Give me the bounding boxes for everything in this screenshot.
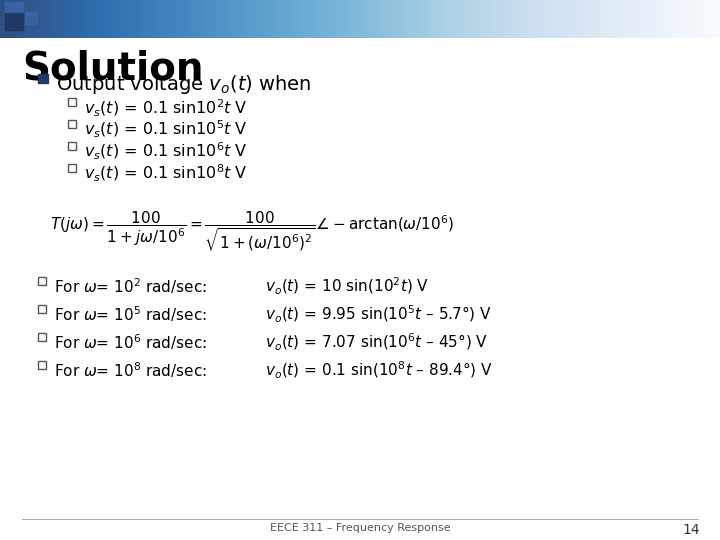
Text: For $\omega$= 10$^2$ rad/sec:: For $\omega$= 10$^2$ rad/sec: <box>54 276 207 296</box>
Bar <box>68 98 76 106</box>
Text: $v_o(t)$ = 0.1 sin(10$^8$$t$ – 89.4°) V: $v_o(t)$ = 0.1 sin(10$^8$$t$ – 89.4°) V <box>265 360 493 381</box>
Bar <box>38 361 46 369</box>
Text: $v_s(t)$ = 0.1 sin10$^8$$t$ V: $v_s(t)$ = 0.1 sin10$^8$$t$ V <box>84 163 248 184</box>
Text: Solution: Solution <box>22 50 204 87</box>
Text: $v_s(t)$ = 0.1 sin10$^2$$t$ V: $v_s(t)$ = 0.1 sin10$^2$$t$ V <box>84 97 248 118</box>
Text: For $\omega$= 10$^5$ rad/sec:: For $\omega$= 10$^5$ rad/sec: <box>54 304 207 324</box>
Bar <box>68 164 76 172</box>
Bar <box>68 120 76 128</box>
Bar <box>38 73 48 84</box>
Bar <box>5 2 23 12</box>
Text: For $\omega$= 10$^6$ rad/sec:: For $\omega$= 10$^6$ rad/sec: <box>54 332 207 352</box>
Text: EECE 311 – Frequency Response: EECE 311 – Frequency Response <box>270 523 450 533</box>
Text: $v_s(t)$ = 0.1 sin10$^6$$t$ V: $v_s(t)$ = 0.1 sin10$^6$$t$ V <box>84 141 248 162</box>
Text: $v_o(t)$ = 9.95 sin(10$^5$$t$ – 5.7°) V: $v_o(t)$ = 9.95 sin(10$^5$$t$ – 5.7°) V <box>265 304 492 325</box>
Text: For $\omega$= 10$^8$ rad/sec:: For $\omega$= 10$^8$ rad/sec: <box>54 360 207 380</box>
Text: $v_o(t)$ = 7.07 sin(10$^6$$t$ – 45°) V: $v_o(t)$ = 7.07 sin(10$^6$$t$ – 45°) V <box>265 332 488 353</box>
Bar <box>5 12 23 30</box>
Text: Output voltage $v_o(t)$ when: Output voltage $v_o(t)$ when <box>56 72 312 96</box>
Text: $T(j\omega) = \dfrac{100}{1 + j\omega/10^6} = \dfrac{100}{\sqrt{1+(\omega/10^6)^: $T(j\omega) = \dfrac{100}{1 + j\omega/10… <box>50 209 454 253</box>
Bar <box>25 12 37 24</box>
Text: $v_o(t)$ = 10 sin(10$^2$$t$) V: $v_o(t)$ = 10 sin(10$^2$$t$) V <box>265 276 429 298</box>
Bar <box>68 142 76 150</box>
Text: 14: 14 <box>683 523 700 537</box>
Bar <box>38 333 46 341</box>
Text: $v_s(t)$ = 0.1 sin10$^5$$t$ V: $v_s(t)$ = 0.1 sin10$^5$$t$ V <box>84 119 248 140</box>
Bar <box>38 305 46 313</box>
Bar <box>38 278 46 285</box>
